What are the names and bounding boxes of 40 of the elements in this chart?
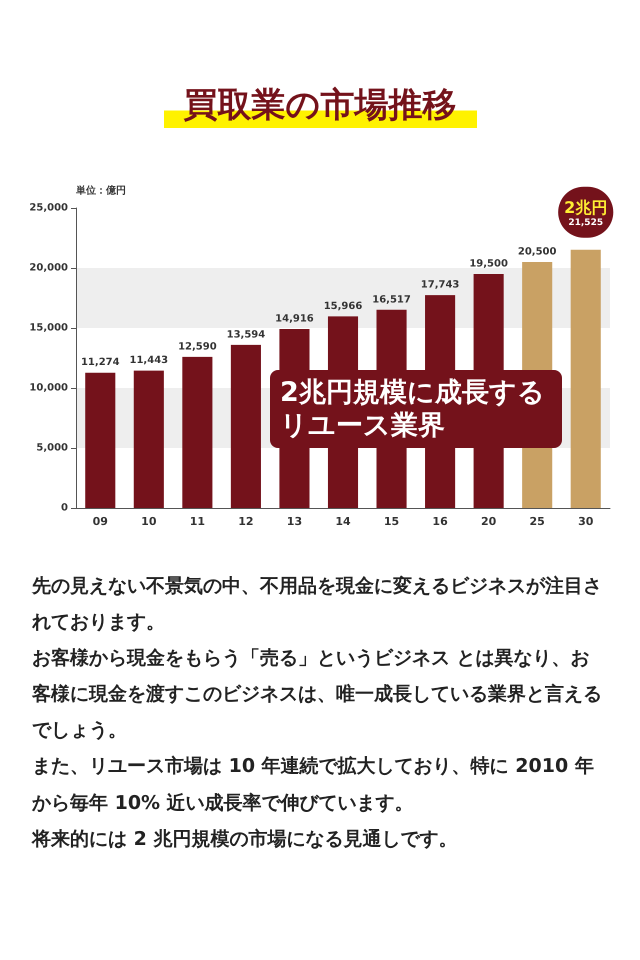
x-tick-label: 09 <box>92 515 108 528</box>
data-label: 16,517 <box>372 294 411 306</box>
data-label: 13,594 <box>226 329 266 340</box>
text: お客様から現金をもらう「売る」というビジネス とは異なり、お客様に現金を渡すこのビジネスは、唯一成長している業界と言えるでしょう。 <box>32 646 603 744</box>
x-tick-label: 12 <box>238 515 254 528</box>
bar <box>134 370 164 508</box>
bar <box>230 344 261 508</box>
x-tick-label: 14 <box>335 515 351 528</box>
data-label: 11,443 <box>130 355 168 366</box>
y-tick-label: 15,000 <box>29 322 68 334</box>
x-tick-label: 20 <box>480 515 497 528</box>
text: 将来的には 2 兆円規模の市場になる見通しです。 <box>32 826 458 852</box>
x-tick-label: 15 <box>384 515 400 528</box>
bar <box>85 372 116 508</box>
text: また、リユース市場は 10 年連続で拡大しており、特に 2010 年から毎年 10% 近い成長率で伸びています。 <box>32 754 595 816</box>
data-label: 20,500 <box>518 246 557 258</box>
x-tick-label: 25 <box>530 515 545 528</box>
bar <box>570 250 601 508</box>
data-label: 21,525 <box>568 218 604 228</box>
data-label: 12,590 <box>178 341 217 352</box>
text: 先の見えない不景気の中、不用品を現金に変えるビジネスが注目されております。 <box>32 574 603 636</box>
y-tick-label: 20,000 <box>29 262 68 274</box>
y-tick-label: 5,000 <box>36 442 68 454</box>
data-label: 11,274 <box>80 357 120 368</box>
x-tick-label: 16 <box>432 515 448 528</box>
annotation: 2兆円規模に成長するリユース業界 <box>280 377 545 441</box>
y-tick-label: 10,000 <box>29 382 68 394</box>
data-label: 15,966 <box>324 300 362 312</box>
x-tick-label: 11 <box>190 515 206 528</box>
annotation: 2兆円 <box>564 198 608 218</box>
data-label: 17,743 <box>420 280 460 291</box>
x-tick-label: 30 <box>578 515 594 528</box>
bar <box>182 356 212 508</box>
y-axis-title: 単位：億円 <box>75 184 126 196</box>
data-label: 19,500 <box>469 258 508 270</box>
y-tick-label: 0 <box>61 502 68 514</box>
data-label: 14,916 <box>275 314 314 325</box>
x-tick-label: 13 <box>286 515 302 528</box>
x-tick-label: 10 <box>141 515 157 528</box>
y-tick-label: 25,000 <box>29 202 68 214</box>
